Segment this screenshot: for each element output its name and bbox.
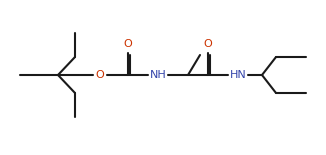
Text: NH: NH: [150, 70, 166, 80]
Text: O: O: [124, 39, 132, 49]
Text: HN: HN: [230, 70, 246, 80]
Text: O: O: [204, 39, 212, 49]
Text: O: O: [96, 70, 104, 80]
